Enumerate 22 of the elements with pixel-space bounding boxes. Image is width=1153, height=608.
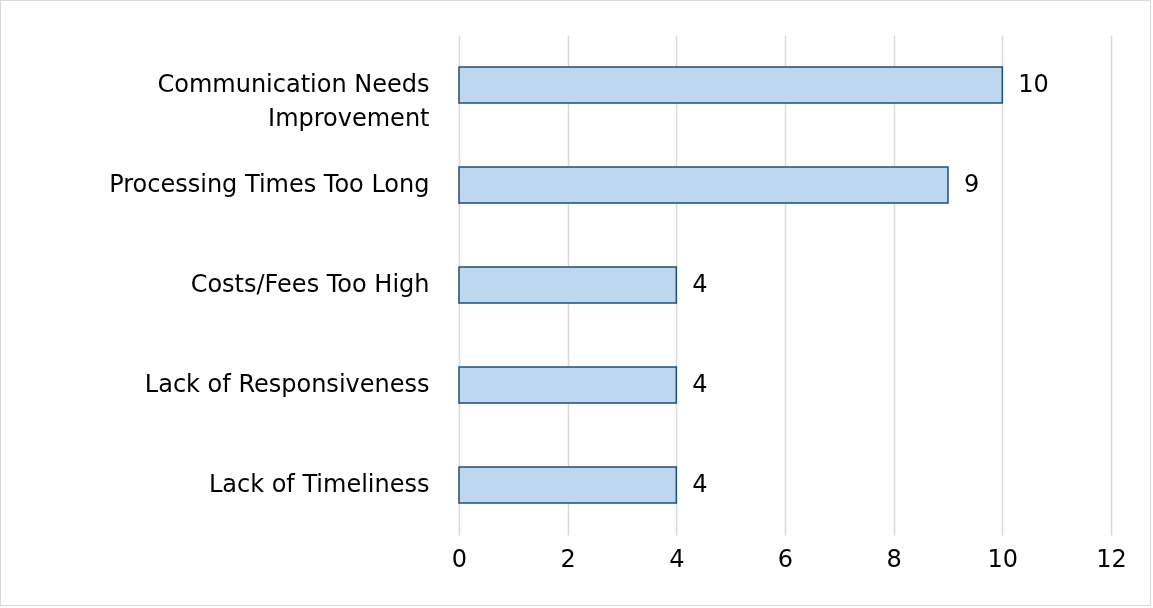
x-tick-label: 2 (560, 544, 576, 573)
x-tick-label: 12 (1096, 544, 1127, 573)
y-tick-label: Processing Times Too Long (109, 170, 430, 198)
bar (458, 266, 678, 304)
data-label: 9 (964, 170, 980, 198)
bar (458, 466, 678, 504)
data-label: 4 (692, 270, 708, 298)
bar (458, 366, 678, 404)
data-label: 10 (1018, 70, 1049, 98)
x-tick-label: 4 (669, 544, 685, 573)
y-tick-label: Costs/Fees Too High (190, 270, 430, 298)
data-label: 4 (692, 370, 708, 398)
y-tick-label: Lack of Responsiveness (144, 370, 430, 398)
x-tick-label: 8 (886, 544, 902, 573)
x-tick-label: 10 (987, 544, 1019, 573)
y-tick-label: Lack of Timeliness (208, 470, 430, 498)
bar (458, 166, 949, 204)
x-tick-label: 0 (451, 544, 468, 573)
x-tick-label: 6 (777, 544, 794, 573)
y-tick-label: Communication Needs Improvement (157, 70, 430, 132)
data-label: 4 (692, 470, 708, 498)
bar (458, 66, 1004, 104)
